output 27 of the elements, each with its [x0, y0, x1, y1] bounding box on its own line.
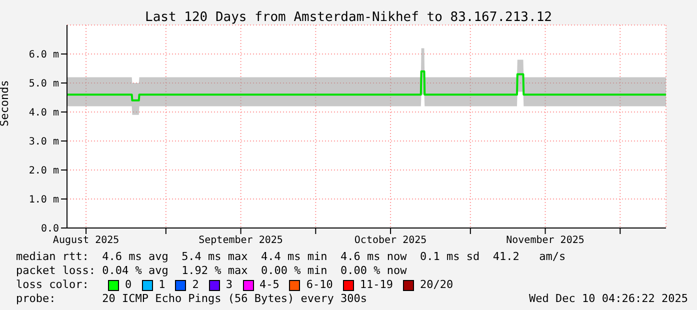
y-tick-label: 3.0 m: [28, 136, 59, 148]
text: 0: [125, 278, 132, 292]
y-axis-title: Seconds: [0, 80, 11, 126]
text: loss color:: [16, 278, 90, 292]
y-tick-label: 5.0 m: [28, 78, 59, 90]
x-tick-label: October 2025: [354, 235, 427, 246]
text: 11-19: [360, 278, 393, 292]
text: 1: [158, 278, 166, 292]
text: Wed Dec 10 04:26:22 2025: [529, 292, 688, 306]
x-tick-label: September 2025: [198, 235, 283, 246]
y-tick-label: 2.0 m: [28, 166, 59, 177]
x-tick-label: August 2025: [52, 235, 120, 246]
text: median rtt: 4.6 ms avg 5.4 ms max 4.4 ms min 4.6 ms now 0.1 ms sd 41.2 am/s: [16, 250, 567, 264]
text: 6-10: [306, 278, 333, 292]
y-tick-label: 6.0 m: [28, 50, 59, 61]
y-tick-label: 0.0: [40, 224, 59, 235]
chart-title: Last 120 Days from Amsterdam-Nikhef to 83.167.213.12: [144, 10, 553, 25]
y-tick-label: 4.0 m: [28, 108, 59, 119]
text: 4-5: [260, 278, 280, 292]
text: 2: [192, 278, 199, 292]
text: probe: 20 ICMP Echo Pings (56 Bytes) every 300s: [16, 292, 367, 306]
text: packet loss: 0.04 % avg 1.92 % max 0.00 % min 0.00 % now: [16, 264, 408, 278]
text: 20/20: [420, 278, 454, 292]
text: 3: [226, 278, 232, 292]
y-tick-label: 1.0 m: [28, 194, 59, 206]
line-series: [67, 70, 666, 102]
x-tick-label: November 2025: [506, 235, 584, 246]
